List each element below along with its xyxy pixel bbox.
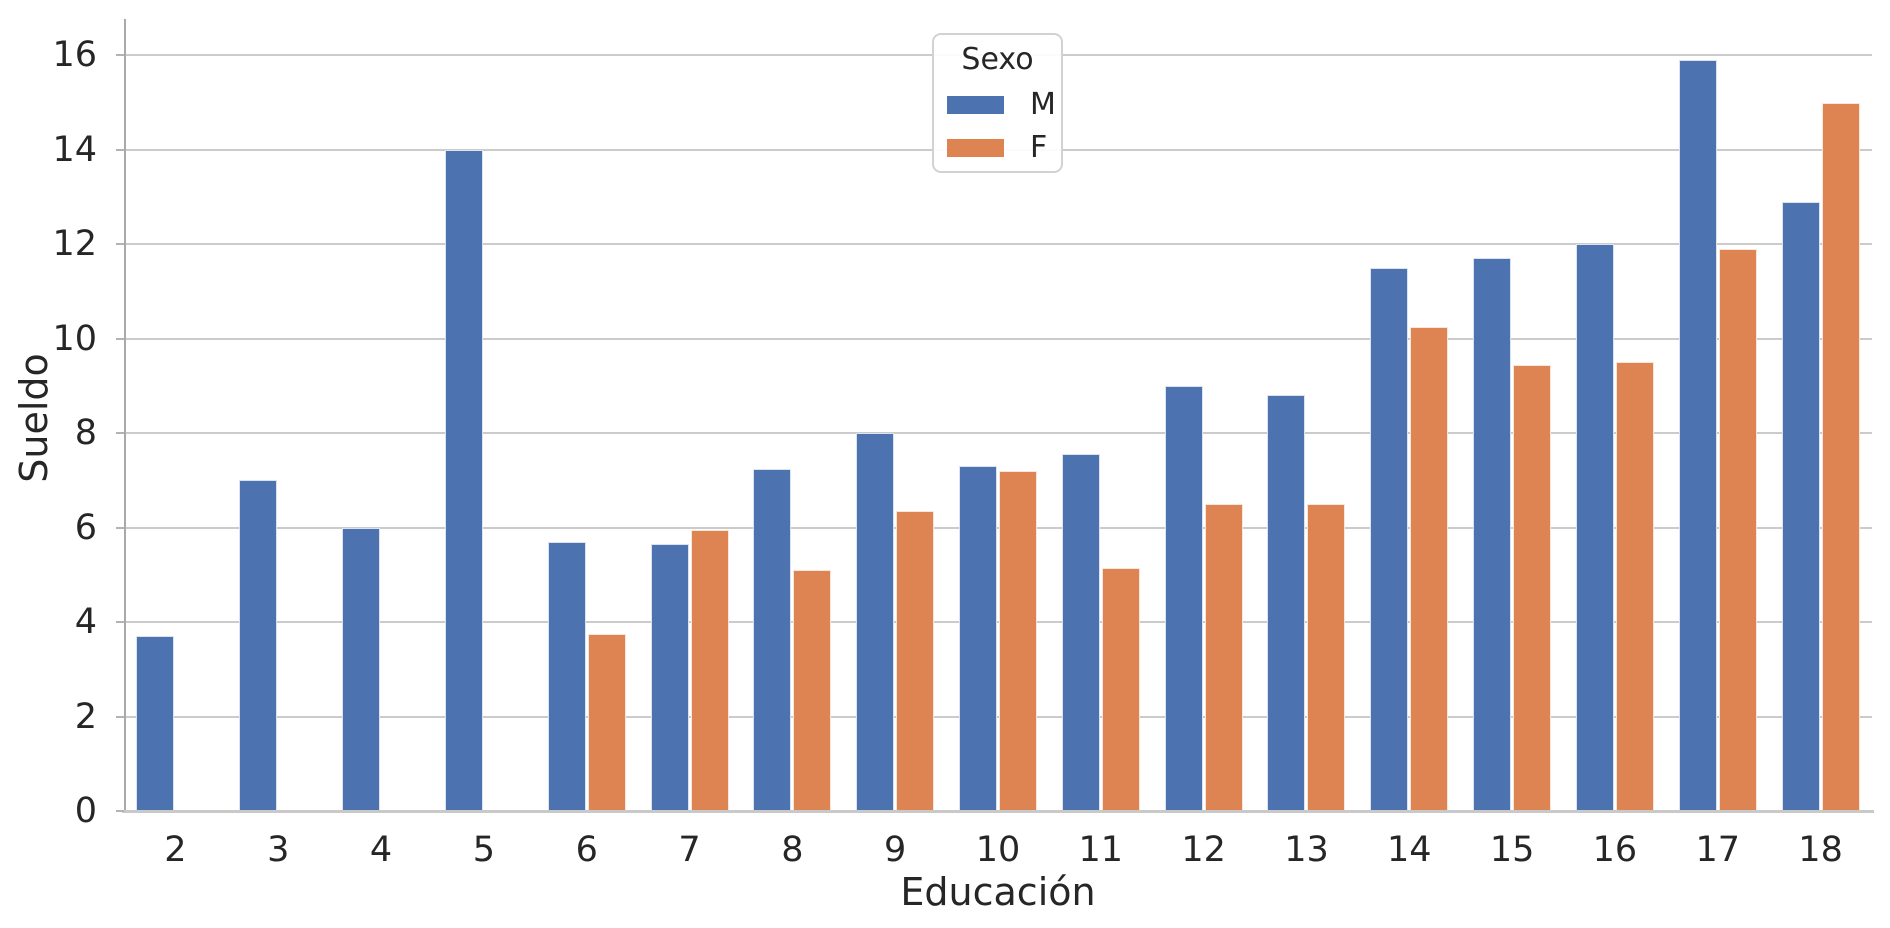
bar-F-9 [896, 511, 935, 811]
y-tick-label-10: 10 [52, 318, 97, 359]
bar-F-15 [1513, 364, 1552, 811]
y-tick-mark-4 [116, 621, 124, 624]
bar-F-13 [1307, 504, 1346, 811]
x-tick-label-5: 5 [472, 830, 496, 870]
x-tick-label-4: 4 [369, 830, 393, 870]
legend-label-m: M [1030, 87, 1056, 122]
y-tick-mark-2 [116, 715, 124, 718]
y-tick-label-4: 4 [74, 602, 97, 643]
x-tick-label-7: 7 [678, 830, 701, 870]
x-tick-label-14: 14 [1387, 830, 1432, 870]
y-tick-mark-14 [116, 148, 124, 151]
y-tick-mark-16 [116, 54, 124, 57]
y-tick-label-8: 8 [74, 413, 97, 454]
x-tick-label-12: 12 [1181, 830, 1226, 870]
y-tick-mark-0 [116, 810, 124, 812]
y-axis-spine [124, 19, 126, 811]
bar-M-16 [1575, 244, 1614, 811]
bar-M-15 [1473, 258, 1512, 811]
x-tick-label-8: 8 [781, 830, 804, 870]
bar-M-3 [239, 480, 278, 811]
bar-F-12 [1204, 504, 1243, 811]
bar-F-18 [1821, 102, 1860, 811]
bar-M-8 [753, 468, 792, 811]
y-tick-label-14: 14 [52, 129, 97, 170]
bar-M-10 [959, 466, 997, 811]
bar-M-18 [1781, 201, 1820, 811]
y-tick-label-12: 12 [52, 224, 97, 265]
gridline-y8 [124, 432, 1872, 435]
legend-item-m: M [934, 89, 1061, 121]
bar-M-6 [547, 541, 586, 811]
y-tick-label-2: 2 [74, 696, 97, 737]
bar-M-2 [136, 636, 175, 811]
x-tick-label-10: 10 [975, 830, 1021, 870]
x-axis-spine [122, 810, 1874, 813]
bar-F-7 [690, 529, 729, 811]
gridline-y12 [124, 243, 1872, 246]
y-tick-label-6: 6 [74, 507, 97, 548]
bar-F-10 [999, 470, 1037, 811]
legend-item-f: F [934, 132, 1061, 164]
y-tick-mark-12 [116, 243, 124, 246]
gridline-y6 [124, 526, 1872, 529]
x-tick-label-3: 3 [267, 830, 290, 870]
y-tick-label-0: 0 [74, 791, 97, 831]
legend-label-f: F [1030, 130, 1048, 165]
gridline-y2 [124, 715, 1872, 718]
legend-swatch-f-icon [947, 139, 1004, 157]
bar-M-11 [1061, 454, 1100, 811]
bar-M-12 [1164, 385, 1203, 811]
gridline-y10 [124, 337, 1872, 340]
x-tick-label-11: 11 [1078, 830, 1124, 870]
x-tick-label-13: 13 [1284, 830, 1329, 870]
x-tick-label-2: 2 [164, 830, 187, 870]
y-tick-label-16: 16 [52, 35, 97, 76]
bar-M-5 [444, 149, 483, 811]
x-axis-label: Educación [900, 870, 1096, 914]
bar-M-4 [342, 527, 381, 811]
y-tick-mark-10 [116, 337, 124, 340]
bar-F-16 [1615, 362, 1654, 811]
y-tick-mark-8 [116, 432, 124, 435]
x-tick-label-17: 17 [1695, 830, 1741, 870]
x-tick-label-18: 18 [1798, 830, 1843, 870]
gridline-y4 [124, 621, 1872, 624]
y-tick-mark-6 [116, 526, 124, 529]
legend-swatch-m-icon [947, 96, 1004, 114]
bar-F-14 [1410, 326, 1449, 811]
x-tick-label-15: 15 [1489, 830, 1535, 870]
x-tick-label-9: 9 [884, 830, 907, 870]
x-tick-label-16: 16 [1592, 830, 1638, 870]
bar-F-8 [793, 570, 832, 811]
bar-M-17 [1678, 60, 1717, 811]
legend-title: Sexo [961, 42, 1034, 77]
bar-F-11 [1101, 567, 1140, 811]
bar-F-17 [1718, 248, 1757, 811]
bar-M-9 [856, 433, 895, 811]
bar-M-14 [1370, 267, 1409, 811]
bar-M-7 [650, 544, 689, 811]
legend: Sexo M F [932, 33, 1063, 173]
bar-F-6 [587, 633, 626, 811]
bar-M-13 [1267, 395, 1306, 811]
x-tick-label-6: 6 [575, 830, 598, 870]
